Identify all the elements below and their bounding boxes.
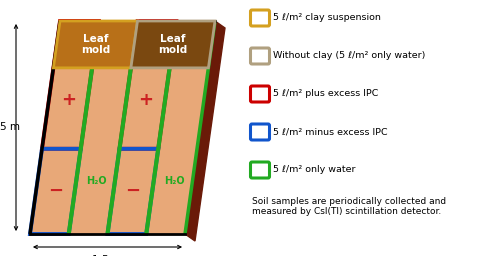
Polygon shape (131, 21, 215, 68)
FancyBboxPatch shape (251, 10, 269, 26)
Text: H₂O: H₂O (164, 176, 184, 186)
FancyBboxPatch shape (251, 162, 269, 178)
Text: 5 ℓ/m² clay suspension: 5 ℓ/m² clay suspension (273, 14, 381, 23)
Text: 5 ℓ/m² minus excess IPC: 5 ℓ/m² minus excess IPC (273, 127, 388, 136)
Text: 5 ℓ/m² plus excess IPC: 5 ℓ/m² plus excess IPC (273, 90, 378, 99)
Text: −: − (48, 182, 63, 200)
Text: H₂O: H₂O (86, 176, 107, 186)
Polygon shape (108, 21, 176, 234)
Polygon shape (185, 21, 225, 241)
Text: +: + (138, 91, 153, 109)
Text: Leaf
mold: Leaf mold (81, 34, 110, 55)
Text: Soil samples are periodically collected and: Soil samples are periodically collected … (252, 197, 446, 206)
Text: Without clay (5 ℓ/m² only water): Without clay (5 ℓ/m² only water) (273, 51, 425, 60)
Text: 5 ℓ/m² only water: 5 ℓ/m² only water (273, 165, 356, 175)
Polygon shape (30, 21, 215, 234)
Polygon shape (69, 21, 137, 234)
Text: measured by CsI(Tl) scintillation detector.: measured by CsI(Tl) scintillation detect… (252, 207, 441, 216)
Text: +: + (61, 91, 76, 109)
Text: −: − (125, 182, 141, 200)
FancyBboxPatch shape (251, 48, 269, 64)
FancyBboxPatch shape (251, 124, 269, 140)
FancyBboxPatch shape (251, 86, 269, 102)
Polygon shape (146, 21, 215, 234)
Polygon shape (30, 21, 99, 234)
Text: 1.5 m: 1.5 m (93, 255, 122, 256)
Polygon shape (53, 21, 137, 68)
Text: 5 m: 5 m (0, 123, 20, 133)
Text: Leaf
mold: Leaf mold (158, 34, 188, 55)
